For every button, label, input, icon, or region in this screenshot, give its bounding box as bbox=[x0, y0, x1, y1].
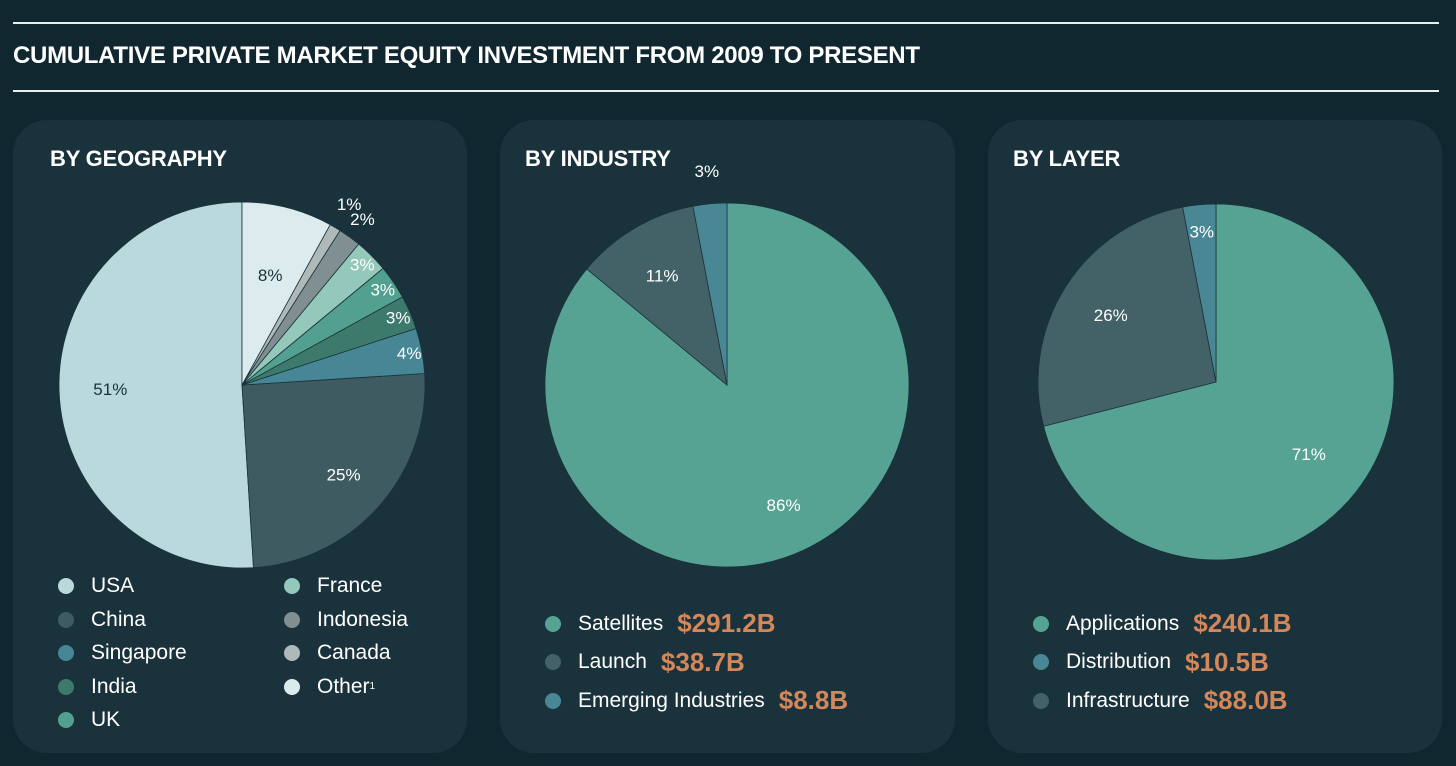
legend-amount: $88.0B bbox=[1203, 685, 1288, 715]
legend-label: Satellites bbox=[578, 611, 664, 635]
slice-label-uk: 3% bbox=[370, 280, 395, 299]
legend-item-canada: Canada bbox=[284, 641, 391, 665]
legend-swatch bbox=[1033, 692, 1049, 709]
legend-swatch bbox=[284, 645, 300, 661]
geography-pie-chart: 51% 25% 4% 3% 3% 3% 2%1% 8% bbox=[58, 195, 426, 569]
pie-slice-other bbox=[241, 201, 331, 386]
legend-item-infrastructure: Infrastructure $88.0B bbox=[1033, 685, 1288, 716]
legend-item-applications: Applications $240.1B bbox=[1033, 608, 1292, 639]
slice-label-canada: 1% bbox=[337, 195, 362, 214]
legend-label: Distribution bbox=[1066, 650, 1172, 673]
pie-slice-china bbox=[241, 373, 426, 569]
layer-panel-title: BY LAYER bbox=[1013, 146, 1121, 171]
slice-label-france: 3% bbox=[350, 256, 375, 275]
legend-label: Emerging Industries bbox=[578, 688, 765, 712]
slice-label-applications: 71% bbox=[1292, 445, 1326, 464]
legend-item-indonesia: Indonesia bbox=[284, 608, 408, 632]
slice-label-indonesia: 2% bbox=[350, 210, 375, 229]
industry-panel: BY INDUSTRY 86% 11% 3% Satellites $291.2B La… bbox=[500, 120, 955, 753]
legend-swatch bbox=[58, 712, 74, 728]
pie-slice-emerging-industries bbox=[692, 202, 728, 386]
pie-slice-distribution bbox=[1182, 203, 1217, 383]
legend-item-france: France bbox=[284, 574, 382, 598]
slice-label-emerging-industries: 3% bbox=[695, 162, 720, 181]
legend-swatch bbox=[545, 654, 561, 670]
bottom-rule bbox=[13, 90, 1439, 92]
slice-label-other: 8% bbox=[258, 266, 283, 285]
legend-item-emerging-industries: Emerging Industries $8.8B bbox=[545, 685, 848, 716]
legend-item-distribution: Distribution $10.5B bbox=[1033, 647, 1269, 678]
slice-label-launch: 11% bbox=[646, 266, 679, 285]
slice-label-usa: 51% bbox=[93, 380, 127, 399]
legend-item-other: Other 1 bbox=[284, 675, 375, 699]
legend-amount: $240.1B bbox=[1193, 608, 1292, 638]
legend-item-launch: Launch $38.7B bbox=[545, 647, 745, 678]
slice-label-india: 3% bbox=[386, 308, 411, 327]
legend-item-india: India bbox=[58, 675, 137, 699]
industry-pie-chart: 86% 11% 3% bbox=[544, 162, 910, 568]
legend-label: UK bbox=[91, 708, 121, 731]
geography-panel-title: BY GEOGRAPHY bbox=[50, 146, 227, 171]
slice-label-infrastructure: 26% bbox=[1094, 306, 1128, 325]
legend-amount: $291.2B bbox=[677, 608, 776, 638]
legend-swatch bbox=[58, 611, 74, 628]
legend-swatch bbox=[284, 578, 300, 594]
legend-swatch bbox=[284, 611, 300, 628]
legend-swatch bbox=[284, 678, 300, 695]
slice-label-china: 25% bbox=[327, 466, 361, 485]
legend-label: Infrastructure bbox=[1066, 688, 1190, 712]
geography-panel: BY GEOGRAPHY 51% 25% 4% 3% 3% 3% 2% 1% 8% USA Chi… bbox=[13, 120, 467, 753]
legend-item-uk: UK bbox=[58, 708, 120, 732]
legend-item-usa: USA bbox=[58, 574, 134, 598]
legend-item-china: China bbox=[58, 608, 146, 632]
legend-item-satellites: Satellites $291.2B bbox=[545, 608, 776, 639]
legend-item-singapore: Singapore bbox=[58, 641, 187, 665]
pie-slice-infrastructure bbox=[1037, 206, 1217, 427]
legend-amount: $8.8B bbox=[778, 685, 849, 715]
legend-swatch bbox=[1033, 654, 1049, 670]
legend-label: France bbox=[317, 574, 383, 597]
slice-label-distribution: 3% bbox=[1189, 222, 1214, 241]
legend-label: USA bbox=[91, 574, 135, 597]
legend-label: India bbox=[91, 674, 137, 698]
legend-amount: $38.7B bbox=[660, 646, 745, 677]
legend-label: Indonesia bbox=[317, 607, 409, 631]
legend-swatch bbox=[58, 645, 74, 661]
layer-panel: BY LAYER 71% 26% 3% Applications $240.1B Dis… bbox=[988, 120, 1442, 753]
top-rule bbox=[13, 22, 1439, 24]
legend-amount: $10.5B bbox=[1185, 646, 1269, 677]
legend-swatch bbox=[58, 578, 74, 594]
legend-label: Other bbox=[317, 674, 370, 698]
page-title: CUMULATIVE PRIVATE MARKET EQUITY INVESTM… bbox=[13, 42, 920, 69]
legend-label: Launch bbox=[578, 650, 647, 673]
slice-label-singapore: 4% bbox=[397, 344, 422, 363]
legend-label: Singapore bbox=[91, 641, 187, 664]
pie-slice-launch bbox=[586, 205, 728, 387]
legend-swatch bbox=[1033, 615, 1049, 632]
legend-label: China bbox=[91, 607, 146, 631]
footnote-marker: 1 bbox=[369, 681, 376, 692]
legend-label: Canada bbox=[317, 641, 391, 664]
layer-pie-chart: 71% 26% 3% bbox=[1037, 203, 1395, 561]
legend-swatch bbox=[545, 692, 561, 709]
slice-label-satellites: 86% bbox=[767, 496, 801, 515]
legend-swatch bbox=[545, 615, 561, 632]
pie-slice-usa bbox=[58, 201, 254, 569]
legend-swatch bbox=[58, 678, 74, 695]
legend-label: Applications bbox=[1066, 611, 1180, 635]
pie-slice-applications bbox=[1043, 203, 1395, 561]
industry-panel-title: BY INDUSTRY bbox=[525, 146, 671, 171]
